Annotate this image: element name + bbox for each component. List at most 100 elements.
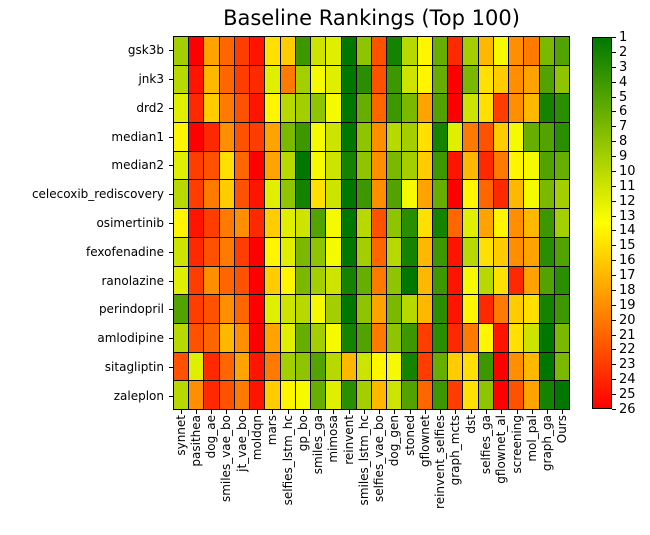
heatmap-cell [448,381,463,409]
heatmap-cell [295,37,311,65]
heatmap-cell [387,352,402,381]
heatmap-cell [387,151,402,180]
heatmap-cell [554,381,569,409]
heatmap-cell [280,180,295,209]
heatmap-cell [341,323,356,352]
x-tick-mark [547,410,548,414]
heatmap-cell [387,381,402,409]
colorbar-tick-label: 13 [619,208,636,224]
x-tick-label: gflownet [417,415,432,468]
heatmap-cell [189,94,204,123]
x-tick-mark [303,410,304,414]
x-tick-mark [425,410,426,414]
heatmap-cell [280,151,295,180]
x-tick-mark [532,410,533,414]
heatmap-cell [478,94,493,123]
y-tick-mark [169,137,173,138]
colorbar-tick-mark [612,156,616,157]
heatmap-cell [371,295,387,323]
heatmap-cell [204,65,219,94]
heatmap-cell [478,295,493,323]
heatmap-cell [219,37,234,65]
heatmap-cell [554,65,569,94]
heatmap-cell [265,295,280,323]
heatmap-cell [524,94,539,123]
heatmap-cell [174,94,189,123]
heatmap-cell [402,237,417,266]
colorbar-tick-label: 18 [619,282,636,298]
heatmap-cell [524,352,539,381]
heatmap-cell [387,266,402,295]
heatmap-cell [371,151,387,180]
heatmap-cell [174,209,189,237]
heatmap-cell [219,94,234,123]
heatmap-cell [341,381,356,409]
colorbar-tick-mark [612,275,616,276]
x-tick-mark [517,410,518,414]
x-tick-mark [349,410,350,414]
heatmap-cell [387,180,402,209]
colorbar-tick-label: 4 [619,74,628,90]
heatmap-cell [463,180,478,209]
colorbar-tick-label: 26 [619,402,636,417]
y-tick-label: perindopril [98,302,164,317]
heatmap-cell [387,323,402,352]
x-tick-label: moldqn [249,415,264,461]
x-tick-mark [486,410,487,414]
y-tick-label: median2 [111,158,164,173]
y-tick-label: osimertinib [96,216,164,230]
colorbar-tick-label: 5 [619,89,628,105]
heatmap-cell [280,352,295,381]
x-tick-mark [455,410,456,414]
heatmap-cell [295,295,311,323]
heatmap-cell [189,237,204,266]
heatmap-cell [417,266,432,295]
colorbar-tick-mark [612,201,616,202]
heatmap-cell [432,323,448,352]
heatmap-cell [417,209,432,237]
heatmap-cell [219,295,234,323]
heatmap-cell [326,295,341,323]
heatmap-cell [204,94,219,123]
heatmap-cell [311,209,326,237]
x-tick-label: smiles_lstm_hc [356,415,371,506]
heatmap-cell [295,352,311,381]
y-tick-label: median1 [111,129,164,144]
heatmap-cell [280,94,295,123]
heatmap-cell [554,209,569,237]
heatmap-cell [524,323,539,352]
heatmap-cell [356,352,371,381]
heatmap-cell [402,151,417,180]
heatmap-cell [493,37,509,65]
heatmap-cell [539,151,554,180]
heatmap-cell [478,266,493,295]
colorbar-tick-mark [612,290,616,291]
y-tick-mark [169,108,173,109]
heatmap-cell [174,123,189,151]
heatmap-cell [509,151,524,180]
heatmap-cell [509,295,524,323]
x-tick-mark [471,410,472,414]
heatmap-cell [295,123,311,151]
heatmap-cell [478,65,493,94]
colorbar-tick-label: 23 [619,357,636,373]
heatmap-cell [204,180,219,209]
colorbar-tick-mark [612,379,616,380]
heatmap-cell [493,237,509,266]
heatmap-cell [493,381,509,409]
heatmap-cell [234,323,250,352]
heatmap-cell [356,323,371,352]
heatmap-cell [478,37,493,65]
heatmap-cell [189,352,204,381]
heatmap-cell [478,381,493,409]
colorbar-tick-mark [612,186,616,187]
heatmap-cell [204,151,219,180]
heatmap-cell [341,123,356,151]
heatmap-cell [174,180,189,209]
heatmap-cell [463,323,478,352]
heatmap-cell [539,94,554,123]
heatmap-cell [356,94,371,123]
heatmap-cell [280,323,295,352]
heatmap-cell [234,295,250,323]
heatmap-cell [250,123,265,151]
